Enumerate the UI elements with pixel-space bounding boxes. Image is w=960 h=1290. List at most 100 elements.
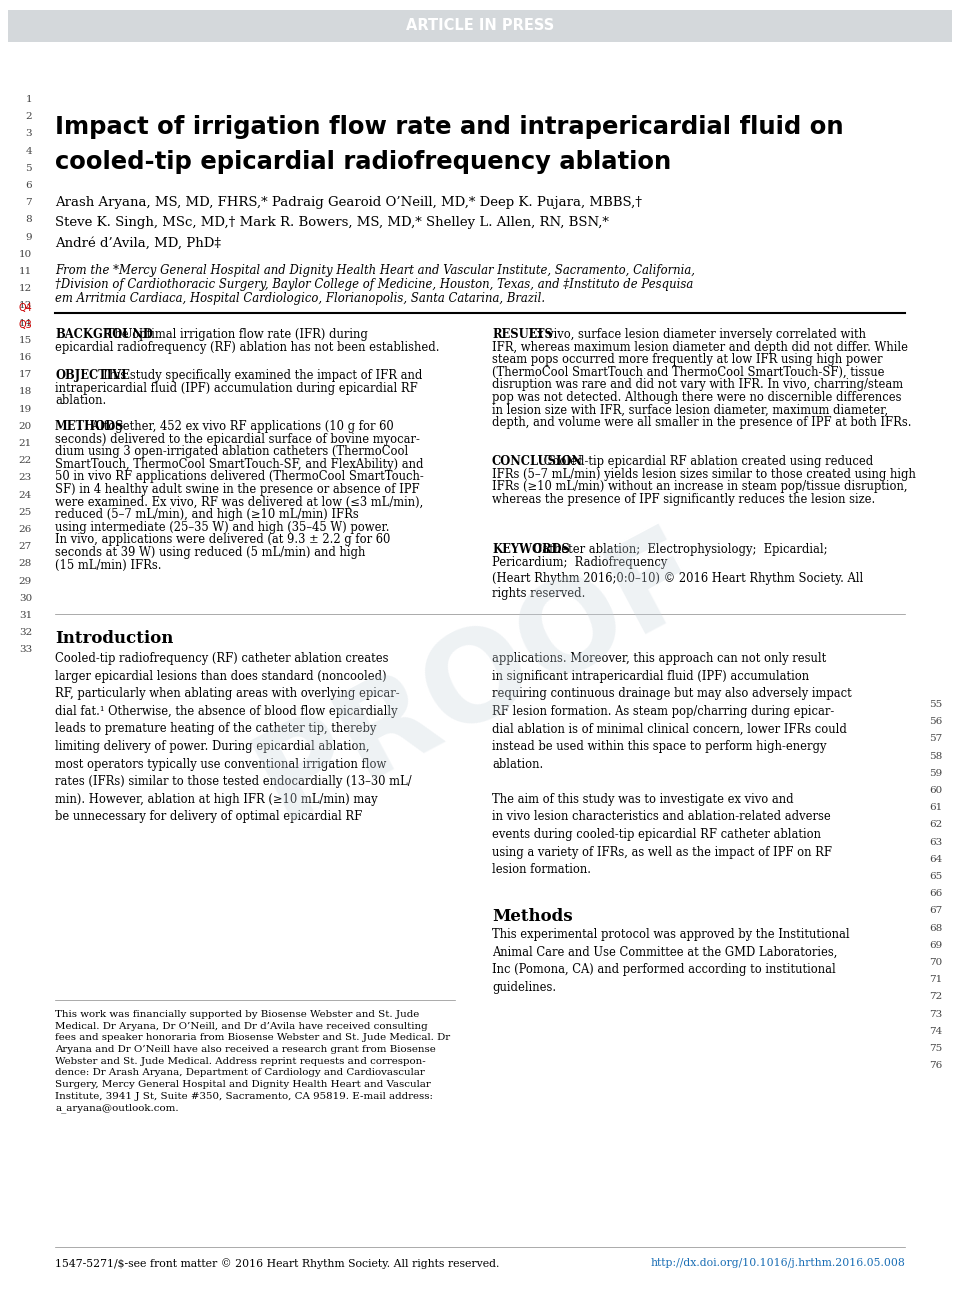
- Text: 61: 61: [928, 804, 942, 813]
- Text: Altogether, 452 ex vivo RF applications (10 g for 60: Altogether, 452 ex vivo RF applications …: [88, 421, 395, 433]
- Text: 3: 3: [25, 129, 32, 138]
- Text: The optimal irrigation flow rate (IFR) during: The optimal irrigation flow rate (IFR) d…: [103, 328, 368, 341]
- Text: Q4: Q4: [18, 303, 32, 313]
- Text: 10: 10: [19, 250, 32, 259]
- Text: Arash Aryana, MS, MD, FHRS,* Padraig Gearoid O’Neill, MD,* Deep K. Pujara, MBBS,: Arash Aryana, MS, MD, FHRS,* Padraig Gea…: [55, 196, 642, 209]
- Text: Methods: Methods: [492, 908, 572, 925]
- Text: epicardial radiofrequency (RF) ablation has not been established.: epicardial radiofrequency (RF) ablation …: [55, 341, 440, 353]
- Text: 27: 27: [19, 542, 32, 551]
- Text: 66: 66: [928, 889, 942, 898]
- Text: 74: 74: [928, 1027, 942, 1036]
- Text: KEYWORDS: KEYWORDS: [492, 543, 570, 556]
- Text: 5: 5: [25, 164, 32, 173]
- Text: Cooled-tip epicardial RF ablation created using reduced: Cooled-tip epicardial RF ablation create…: [540, 455, 873, 468]
- Text: 68: 68: [928, 924, 942, 933]
- Text: 57: 57: [928, 734, 942, 743]
- Text: 13: 13: [19, 302, 32, 311]
- Text: OBJECTIVE: OBJECTIVE: [55, 369, 130, 382]
- Text: whereas the presence of IPF significantly reduces the lesion size.: whereas the presence of IPF significantl…: [492, 493, 876, 506]
- Text: 23: 23: [19, 473, 32, 482]
- Text: 22: 22: [19, 457, 32, 466]
- Text: reduced (5–7 mL/min), and high (≥10 mL/min) IFRs: reduced (5–7 mL/min), and high (≥10 mL/m…: [55, 508, 359, 521]
- Text: in lesion size with IFR, surface lesion diameter, maximum diameter,: in lesion size with IFR, surface lesion …: [492, 404, 888, 417]
- Text: 15: 15: [19, 335, 32, 344]
- Text: Impact of irrigation flow rate and intrapericardial fluid on: Impact of irrigation flow rate and intra…: [55, 115, 844, 139]
- Text: (15 mL/min) IFRs.: (15 mL/min) IFRs.: [55, 559, 161, 571]
- Text: 72: 72: [928, 992, 942, 1001]
- Text: IFRs (5–7 mL/min) yields lesion sizes similar to those created using high: IFRs (5–7 mL/min) yields lesion sizes si…: [492, 467, 916, 481]
- Text: 1547-5271/$-see front matter © 2016 Heart Rhythm Society. All rights reserved.: 1547-5271/$-see front matter © 2016 Hear…: [55, 1258, 499, 1269]
- Text: 28: 28: [19, 560, 32, 569]
- Text: 14: 14: [19, 319, 32, 328]
- Text: 26: 26: [19, 525, 32, 534]
- Text: 56: 56: [928, 717, 942, 726]
- Text: 60: 60: [928, 786, 942, 795]
- Text: Catheter ablation;  Electrophysiology;  Epicardial;: Catheter ablation; Electrophysiology; Ep…: [530, 543, 828, 556]
- Text: 19: 19: [19, 405, 32, 414]
- Text: André d’Avila, MD, PhD‡: André d’Avila, MD, PhD‡: [55, 237, 221, 250]
- Text: ARTICLE IN PRESS: ARTICLE IN PRESS: [406, 18, 554, 34]
- Text: 65: 65: [928, 872, 942, 881]
- Text: seconds at 39 W) using reduced (5 mL/min) and high: seconds at 39 W) using reduced (5 mL/min…: [55, 546, 366, 559]
- Text: dium using 3 open-irrigated ablation catheters (ThermoCool: dium using 3 open-irrigated ablation cat…: [55, 445, 408, 458]
- Text: 16: 16: [19, 353, 32, 362]
- Text: 4: 4: [25, 147, 32, 156]
- Text: Ex vivo, surface lesion diameter inversely correlated with: Ex vivo, surface lesion diameter inverse…: [525, 328, 867, 341]
- Text: SF) in 4 healthy adult swine in the presence or absence of IPF: SF) in 4 healthy adult swine in the pres…: [55, 482, 420, 495]
- Text: 9: 9: [25, 232, 32, 241]
- Text: Introduction: Introduction: [55, 630, 174, 648]
- Text: applications. Moreover, this approach can not only result
in significant intrape: applications. Moreover, this approach ca…: [492, 651, 852, 876]
- Text: This study specifically examined the impact of IFR and: This study specifically examined the imp…: [98, 369, 422, 382]
- Text: em Arritmia Cardiaca, Hospital Cardiologico, Florianopolis, Santa Catarina, Braz: em Arritmia Cardiaca, Hospital Cardiolog…: [55, 292, 545, 304]
- Text: 6: 6: [25, 181, 32, 190]
- Text: IFRs (≥10 mL/min) without an increase in steam pop/tissue disruption,: IFRs (≥10 mL/min) without an increase in…: [492, 480, 907, 493]
- Text: From the *Mercy General Hospital and Dignity Health Heart and Vascular Institute: From the *Mercy General Hospital and Dig…: [55, 264, 695, 277]
- Text: Cooled-tip radiofrequency (RF) catheter ablation creates
larger epicardial lesio: Cooled-tip radiofrequency (RF) catheter …: [55, 651, 412, 823]
- Text: Q3: Q3: [18, 320, 32, 330]
- Text: 25: 25: [19, 508, 32, 517]
- Text: †Division of Cardiothoracic Surgery, Baylor College of Medicine, Houston, Texas,: †Division of Cardiothoracic Surgery, Bay…: [55, 279, 693, 292]
- Text: disruption was rare and did not vary with IFR. In vivo, charring/steam: disruption was rare and did not vary wit…: [492, 378, 903, 391]
- Text: 70: 70: [928, 958, 942, 968]
- Text: SmartTouch, ThermoCool SmartTouch-SF, and FlexAbility) and: SmartTouch, ThermoCool SmartTouch-SF, an…: [55, 458, 423, 471]
- Text: 75: 75: [928, 1044, 942, 1053]
- Text: 21: 21: [19, 439, 32, 448]
- Text: 71: 71: [928, 975, 942, 984]
- Text: 63: 63: [928, 837, 942, 846]
- Text: 12: 12: [19, 284, 32, 293]
- Text: In vivo, applications were delivered (at 9.3 ± 2.2 g for 60: In vivo, applications were delivered (at…: [55, 533, 391, 547]
- Text: 32: 32: [19, 628, 32, 637]
- Text: pop was not detected. Although there were no discernible differences: pop was not detected. Although there wer…: [492, 391, 901, 404]
- Text: steam pops occurred more frequently at low IFR using high power: steam pops occurred more frequently at l…: [492, 353, 882, 366]
- Text: (ThermoCool SmartTouch and ThermoCool SmartTouch-SF), tissue: (ThermoCool SmartTouch and ThermoCool Sm…: [492, 366, 884, 379]
- Text: 1: 1: [25, 95, 32, 104]
- Text: 24: 24: [19, 490, 32, 499]
- Text: 69: 69: [928, 940, 942, 949]
- Text: 11: 11: [19, 267, 32, 276]
- Text: This experimental protocol was approved by the Institutional
Animal Care and Use: This experimental protocol was approved …: [492, 928, 850, 993]
- Text: RESULTS: RESULTS: [492, 328, 553, 341]
- Text: 31: 31: [19, 611, 32, 620]
- Text: PROOF: PROOF: [237, 510, 723, 845]
- Text: 7: 7: [25, 199, 32, 208]
- Text: Pericardium;  Radiofrequency: Pericardium; Radiofrequency: [492, 556, 667, 569]
- Text: 20: 20: [19, 422, 32, 431]
- Text: 58: 58: [928, 752, 942, 761]
- Text: intrapericardial fluid (IPF) accumulation during epicardial RF: intrapericardial fluid (IPF) accumulatio…: [55, 382, 418, 395]
- Text: 76: 76: [928, 1062, 942, 1071]
- Text: using intermediate (25–35 W) and high (35–45 W) power.: using intermediate (25–35 W) and high (3…: [55, 521, 390, 534]
- Text: 64: 64: [928, 855, 942, 864]
- Text: BACKGROUND: BACKGROUND: [55, 328, 153, 341]
- Text: cooled-tip epicardial radiofrequency ablation: cooled-tip epicardial radiofrequency abl…: [55, 150, 671, 174]
- Text: Steve K. Singh, MSc, MD,† Mark R. Bowers, MS, MD,* Shelley L. Allen, RN, BSN,*: Steve K. Singh, MSc, MD,† Mark R. Bowers…: [55, 215, 609, 230]
- Text: 59: 59: [928, 769, 942, 778]
- Text: were examined. Ex vivo, RF was delivered at low (≤3 mL/min),: were examined. Ex vivo, RF was delivered…: [55, 495, 423, 508]
- Text: (Heart Rhythm 2016;0:0–10) © 2016 Heart Rhythm Society. All
rights reserved.: (Heart Rhythm 2016;0:0–10) © 2016 Heart …: [492, 571, 863, 600]
- Text: 18: 18: [19, 387, 32, 396]
- Bar: [8, 10, 952, 43]
- Text: 8: 8: [25, 215, 32, 224]
- Text: 55: 55: [928, 700, 942, 710]
- Text: 30: 30: [19, 593, 32, 602]
- Text: 2: 2: [25, 112, 32, 121]
- Text: METHODS: METHODS: [55, 421, 125, 433]
